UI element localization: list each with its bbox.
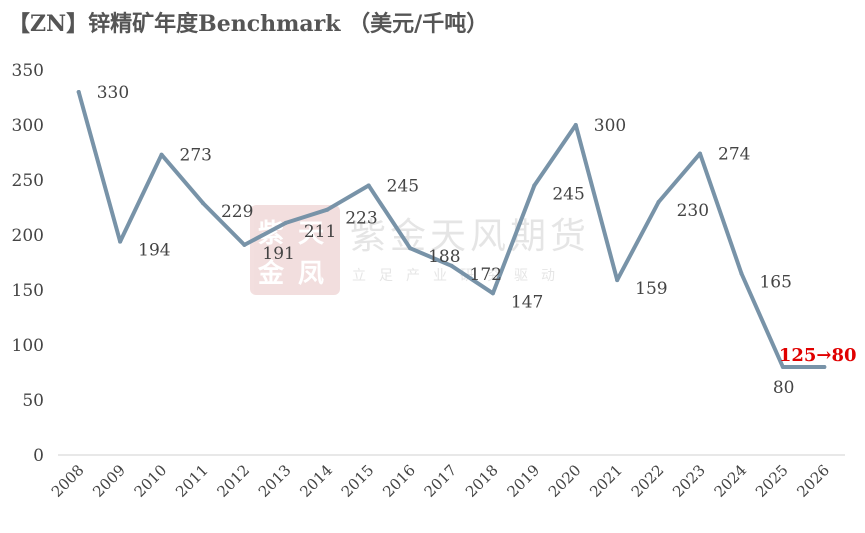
data-label: 245 — [552, 185, 584, 205]
x-tick-label: 2015 — [338, 461, 378, 501]
data-point — [822, 365, 827, 369]
data-label: 273 — [180, 146, 212, 166]
chart-title: 【ZN】锌精矿年度Benchmark （美元/千吨） — [8, 11, 489, 37]
data-point — [490, 291, 495, 296]
x-tick-label: 2025 — [752, 461, 792, 501]
x-tick-label: 2021 — [586, 461, 626, 501]
data-point — [698, 151, 703, 156]
data-point — [366, 183, 371, 188]
x-tick-label: 2018 — [462, 461, 502, 501]
data-label: 80 — [773, 378, 795, 398]
data-point — [449, 263, 454, 268]
watermark: 紫 天 金 凤 紫金天风期货 立足产业研究驱动 — [250, 205, 590, 300]
data-point — [325, 207, 330, 212]
y-tick-label: 0 — [33, 446, 44, 466]
data-label: 191 — [262, 244, 294, 264]
data-point — [615, 278, 620, 283]
data-label: 245 — [387, 177, 419, 197]
data-label: 194 — [138, 241, 170, 261]
x-tick-label: 2023 — [669, 461, 709, 501]
data-point — [573, 123, 578, 127]
data-label: 230 — [677, 201, 709, 221]
data-point — [283, 220, 288, 225]
data-point — [159, 152, 164, 157]
series-line — [76, 90, 827, 369]
x-tick-label: 2017 — [421, 461, 461, 501]
x-tick-label: 2022 — [628, 461, 668, 501]
y-tick-label: 350 — [12, 61, 44, 81]
x-tick-label: 2009 — [89, 461, 129, 501]
y-tick-label: 300 — [12, 116, 44, 136]
data-point — [780, 365, 785, 369]
watermark-seal-icon: 紫 天 金 凤 — [250, 205, 340, 295]
watermark-name: 紫金天风期货 — [350, 216, 591, 257]
x-tick-label: 2019 — [503, 461, 543, 501]
x-tick-label: 2013 — [255, 461, 295, 501]
data-point — [739, 271, 744, 276]
x-tick-label: 2010 — [131, 461, 171, 501]
watermark-slogan: 立足产业研究驱动 — [352, 268, 568, 284]
data-label: 211 — [304, 222, 336, 242]
data-point — [656, 200, 661, 204]
data-label: 165 — [759, 273, 791, 293]
data-label: 159 — [635, 279, 667, 299]
x-tick-label: 2008 — [48, 461, 88, 501]
y-tick-label: 150 — [12, 281, 44, 301]
series-layer — [76, 90, 827, 369]
x-tick-label: 2012 — [213, 461, 253, 501]
data-point — [118, 239, 123, 244]
data-point — [532, 183, 537, 188]
data-label: 274 — [718, 145, 750, 165]
data-label: 172 — [470, 265, 502, 285]
data-label: 188 — [428, 247, 460, 267]
x-tick-label: 2014 — [296, 461, 336, 501]
x-tick-label: 2020 — [545, 461, 585, 501]
x-tick-label: 2016 — [379, 461, 419, 501]
y-tick-label: 100 — [12, 336, 44, 356]
data-point — [76, 90, 81, 94]
data-label: 330 — [97, 83, 129, 103]
data-label: 229 — [221, 202, 253, 222]
x-tick-label: 2011 — [172, 461, 212, 501]
data-label: 300 — [594, 116, 626, 136]
data-label: 223 — [345, 209, 377, 229]
y-axis: 0 50 100 150 200 250 300 350 — [12, 61, 44, 466]
data-point — [200, 201, 205, 206]
y-tick-label: 50 — [22, 391, 44, 411]
x-axis: 2008 2009 2010 2011 2012 2013 2014 2015 2016 2017… — [48, 454, 845, 501]
data-point — [408, 246, 413, 251]
y-tick-label: 250 — [12, 171, 44, 191]
data-label: 147 — [511, 292, 543, 312]
x-tick-label: 2026 — [793, 461, 833, 501]
y-tick-label: 200 — [12, 226, 44, 246]
data-labels: 330 194 273 229 191 211 223 245 188 172 147 245 300 1… — [97, 83, 857, 398]
annotation-label: 125→80 — [779, 345, 857, 366]
data-point — [242, 242, 247, 247]
x-tick-label: 2024 — [711, 461, 751, 501]
